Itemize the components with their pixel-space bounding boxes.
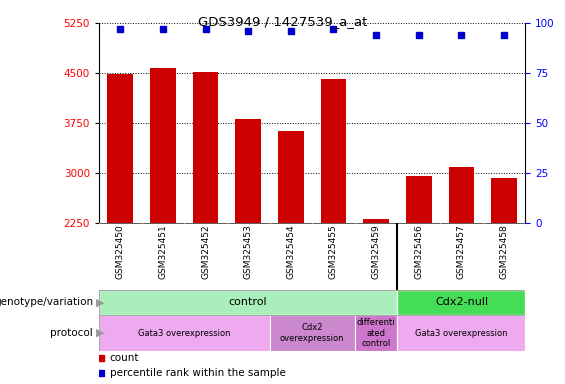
Text: differenti
ated
control: differenti ated control	[357, 318, 395, 348]
Bar	[363, 219, 389, 223]
Bar	[449, 167, 474, 223]
Bar	[107, 74, 133, 223]
Text: GSM325456: GSM325456	[414, 225, 423, 280]
Bar	[193, 72, 218, 223]
Bar	[321, 79, 346, 223]
Text: Cdx2
overexpression: Cdx2 overexpression	[280, 323, 345, 343]
Text: Gata3 overexpression: Gata3 overexpression	[138, 329, 231, 338]
Text: ▶: ▶	[96, 328, 105, 338]
Bar	[398, 290, 525, 315]
Text: count: count	[110, 353, 139, 363]
Text: protocol: protocol	[50, 328, 93, 338]
Text: GSM325451: GSM325451	[158, 225, 167, 280]
Text: Cdx2-null: Cdx2-null	[435, 297, 488, 308]
Text: GSM325452: GSM325452	[201, 225, 210, 280]
Text: GSM325453: GSM325453	[244, 225, 253, 280]
Bar	[492, 178, 517, 223]
Text: GSM325459: GSM325459	[372, 225, 381, 280]
Text: GDS3949 / 1427539_a_at: GDS3949 / 1427539_a_at	[198, 15, 367, 28]
Bar	[150, 68, 176, 223]
Text: GSM325450: GSM325450	[116, 225, 125, 280]
Bar	[99, 290, 397, 315]
Bar	[355, 315, 397, 351]
Text: ▶: ▶	[96, 297, 105, 308]
Text: control: control	[229, 297, 267, 308]
Text: GSM325454: GSM325454	[286, 225, 295, 280]
Text: GSM325455: GSM325455	[329, 225, 338, 280]
Text: GSM325457: GSM325457	[457, 225, 466, 280]
Bar	[398, 315, 525, 351]
Bar	[236, 119, 261, 223]
Text: GSM325458: GSM325458	[499, 225, 508, 280]
Bar	[406, 176, 432, 223]
Bar	[99, 315, 270, 351]
Text: genotype/variation: genotype/variation	[0, 297, 93, 308]
Text: Gata3 overexpression: Gata3 overexpression	[415, 329, 508, 338]
Bar	[278, 131, 303, 223]
Bar	[270, 315, 355, 351]
Text: percentile rank within the sample: percentile rank within the sample	[110, 367, 285, 378]
